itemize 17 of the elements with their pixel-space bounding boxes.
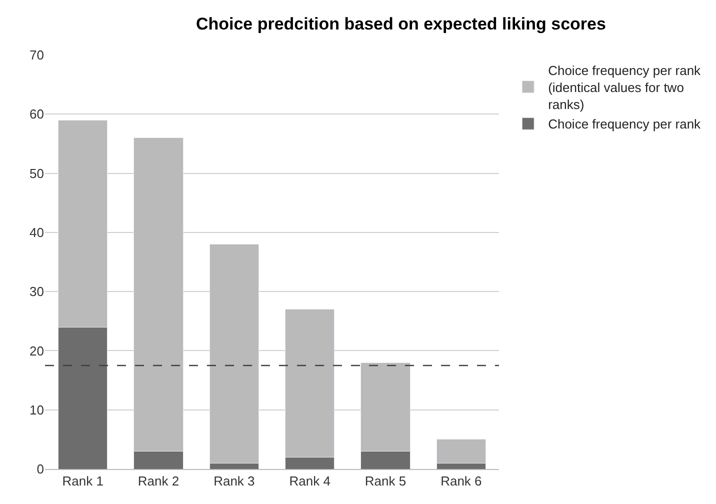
x-tick-label: Rank 6 (440, 474, 482, 489)
x-tick-label: Rank 4 (289, 474, 330, 489)
legend-label: Choice frequency per rank (identical values for two ranks) (548, 63, 702, 112)
legend-label: Choice frequency per rank (548, 116, 702, 132)
x-tick-label: Rank 3 (214, 474, 255, 489)
x-tick-label: Rank 5 (364, 474, 406, 489)
x-tick-label: Rank 1 (62, 474, 104, 489)
y-tick-label: 60 (30, 106, 44, 122)
y-tick-label: 50 (30, 166, 44, 181)
y-tick-label: 70 (30, 48, 44, 63)
y-tick-label: 0 (36, 462, 44, 477)
x-tick-label: Rank 2 (138, 474, 180, 489)
y-tick-label: 40 (30, 224, 44, 240)
y-tick-label: 30 (30, 284, 44, 300)
y-tick-label: 20 (30, 343, 44, 358)
y-tick-label: 10 (30, 402, 44, 418)
chart-title: Choice predcition based on expected liking scores (196, 14, 606, 34)
